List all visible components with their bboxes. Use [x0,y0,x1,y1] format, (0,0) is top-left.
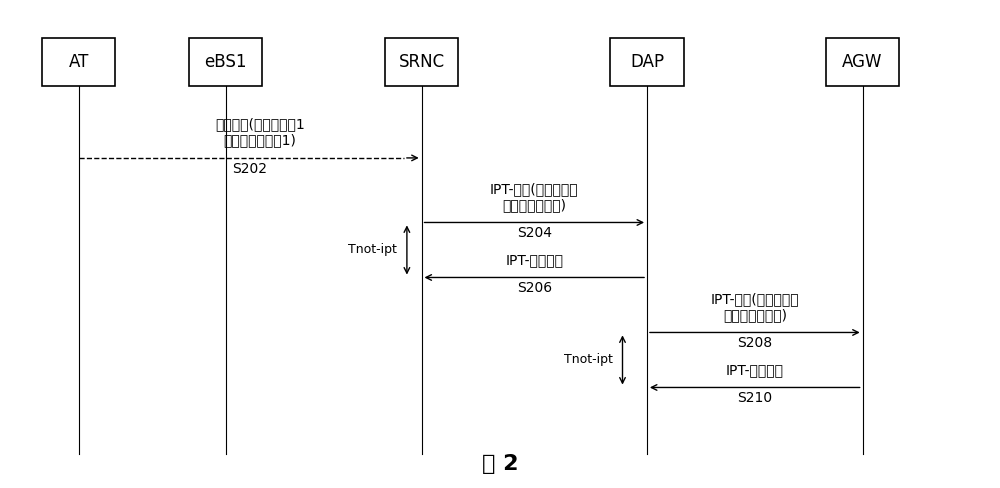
Text: S206: S206 [517,281,552,295]
Text: Tnot-ipt: Tnot-ipt [564,353,613,366]
Bar [42,39,115,86]
Text: 关机登记(关机状态为1: 关机登记(关机状态为1 [215,118,305,132]
Text: S202: S202 [233,162,268,176]
Text: S210: S210 [737,391,772,406]
Text: 图 2: 图 2 [482,453,518,473]
Text: Tnot-ipt: Tnot-ipt [348,244,397,257]
Text: 且关机原因值为1): 且关机原因值为1) [223,133,296,147]
Bar [826,39,899,86]
Text: S208: S208 [737,336,772,350]
Text: AT: AT [68,53,89,71]
Text: IPT-通知(原因值为终: IPT-通知(原因值为终 [490,182,579,196]
Text: DAP: DAP [630,53,664,71]
Text: 端无法响应寻呼): 端无法响应寻呼) [502,198,566,212]
Bar [189,39,262,86]
Text: IPT-通知证实: IPT-通知证实 [505,253,563,267]
Text: IPT-通知证实: IPT-通知证实 [726,363,784,377]
Text: IPT-通知(原因值为终: IPT-通知(原因值为终 [710,292,799,306]
Text: eBS1: eBS1 [204,53,247,71]
Text: AGW: AGW [842,53,883,71]
Text: 端无法响应寻呼): 端无法响应寻呼) [723,308,787,322]
Bar [385,39,458,86]
Bar [610,39,684,86]
Text: SRNC: SRNC [399,53,445,71]
Text: S204: S204 [517,226,552,240]
